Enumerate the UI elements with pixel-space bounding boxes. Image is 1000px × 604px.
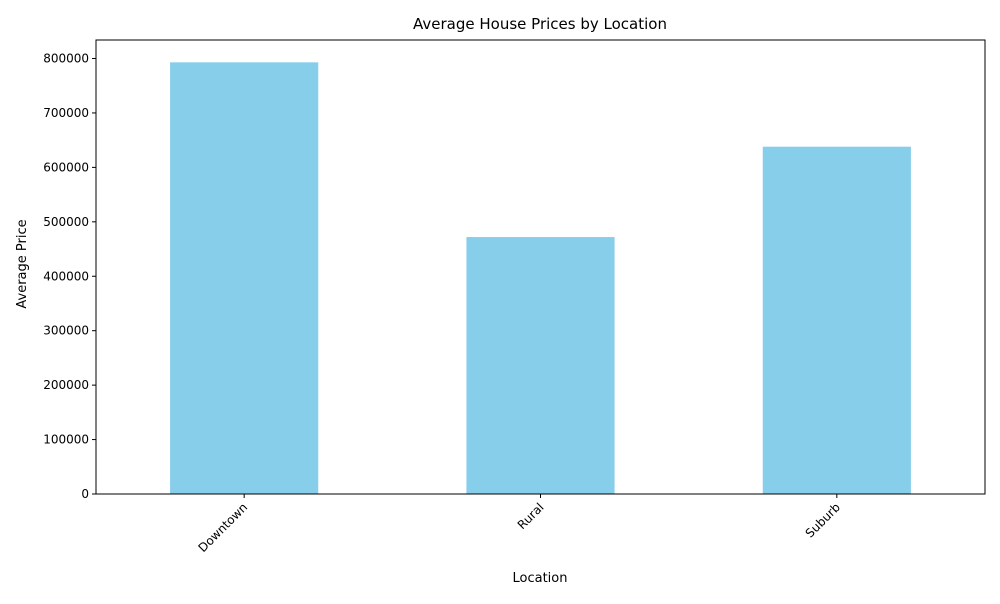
bar-suburb [762,146,911,495]
y-tick-label: 200000 [43,378,89,392]
y-tick-label: 600000 [43,160,89,174]
x-tick-label: Rural [515,500,547,532]
x-tick-label: Suburb [803,500,843,540]
y-tick-label: 800000 [43,52,89,66]
plot-frame [95,39,986,495]
chart-title: Average House Prices by Location [413,15,667,33]
bar-rural [466,237,615,495]
x-tick-label: Downtown [196,500,251,555]
bars-group [170,62,911,495]
y-tick-label: 700000 [43,106,89,120]
x-axis-label: Location [513,571,568,586]
y-tick-label: 0 [81,487,89,501]
y-tick-label: 100000 [43,433,89,447]
y-axis-label: Average Price [15,219,30,308]
y-tick-label: 300000 [43,324,89,338]
y-tick-label: 500000 [43,215,89,229]
y-tick-label: 400000 [43,269,89,283]
bar-downtown [170,62,319,495]
